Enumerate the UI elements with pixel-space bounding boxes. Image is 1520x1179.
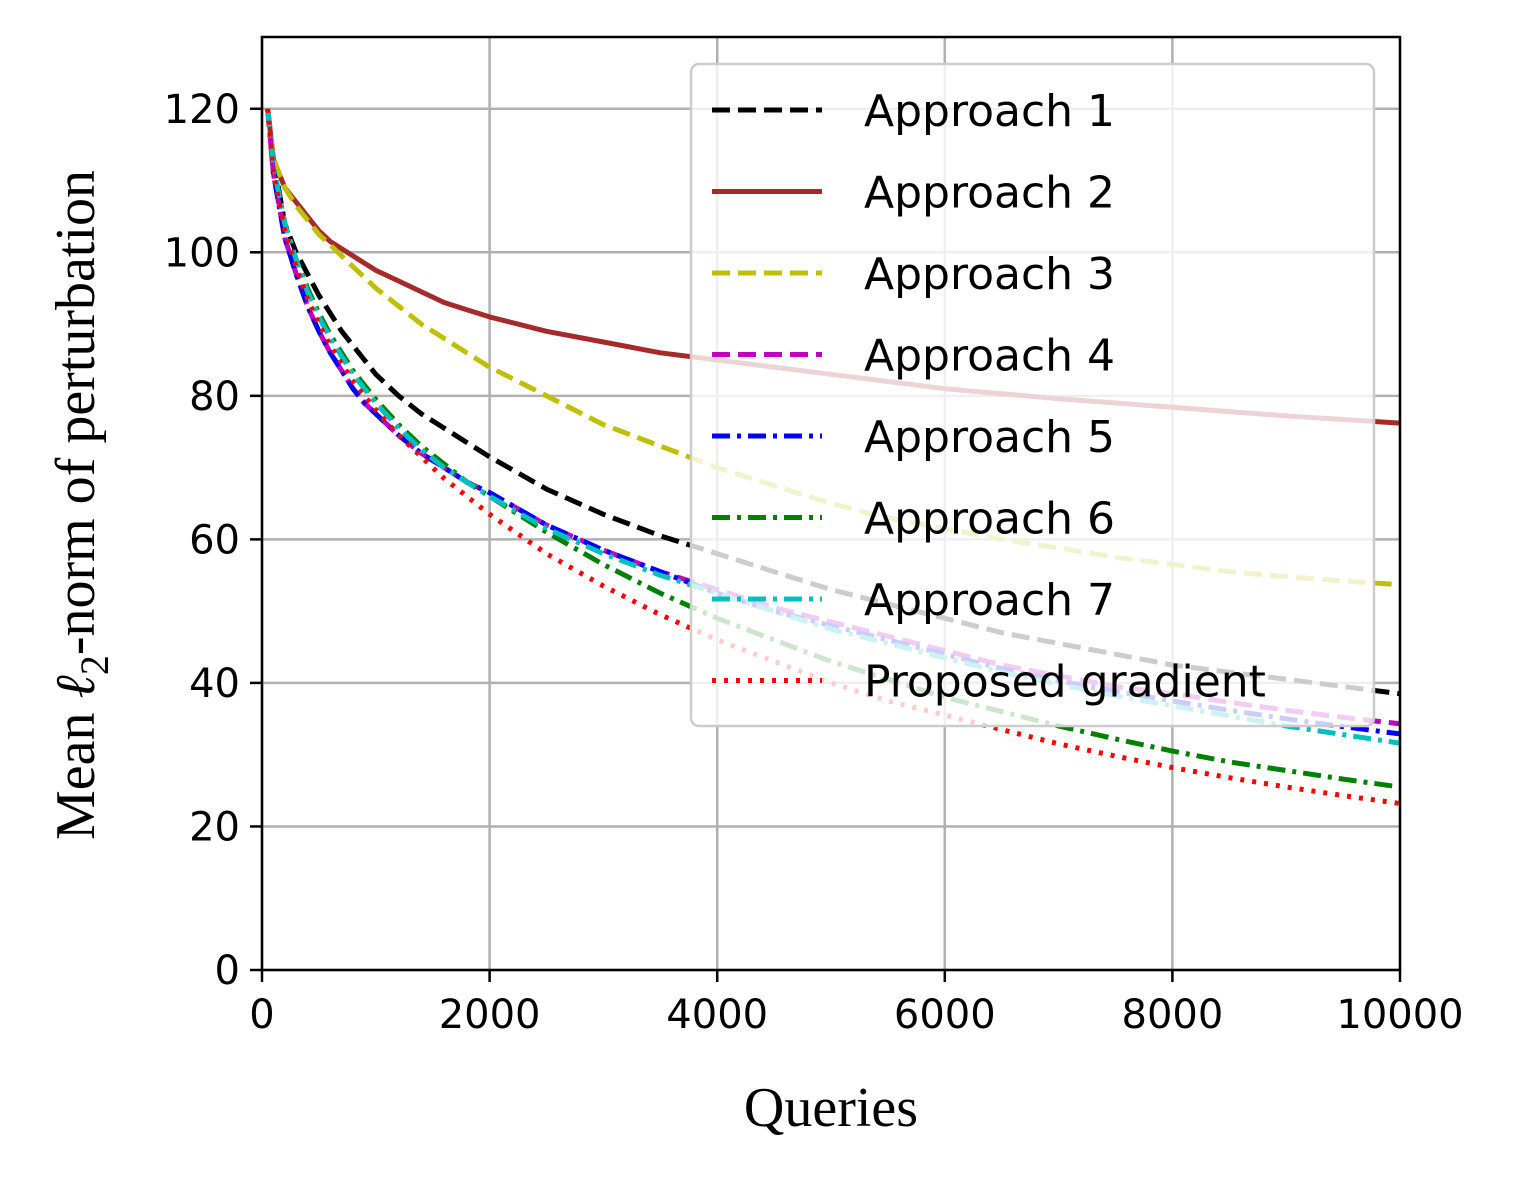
y-tick-label: 0 (215, 948, 240, 994)
y-tick-label: 60 (189, 517, 240, 563)
legend-label-approach-1: Approach 1 (864, 86, 1115, 137)
legend-label-approach-7: Approach 7 (864, 575, 1115, 626)
axis-ticks: 0 2000 4000 6000 8000 10000 0 20 40 60 80 100 120 (164, 87, 1464, 1038)
legend-label-approach-4: Approach 4 (864, 331, 1115, 382)
y-tick-label: 100 (164, 230, 240, 276)
plot-frame (260, 35, 1402, 972)
y-tick-label: 40 (189, 661, 240, 707)
y-tick-label: 120 (164, 87, 240, 133)
y-axis-title-subscript: 2 (72, 655, 117, 675)
x-axis-title: Queries (744, 1077, 918, 1139)
legend-box (689, 62, 1376, 728)
x-tick-label: 6000 (894, 992, 996, 1038)
x-tick-label: 2000 (439, 992, 541, 1038)
legend-label-approach-5: Approach 5 (864, 412, 1115, 463)
x-tick-label: 10000 (1336, 992, 1463, 1038)
y-axis-title: Mean ℓ2-norm of perturbation (45, 170, 117, 840)
y-axis-title-prefix: Mean (45, 699, 107, 841)
legend-label-approach-6: Approach 6 (864, 494, 1115, 545)
y-axis-title-symbol: ℓ (45, 675, 107, 699)
x-tick-label: 4000 (666, 992, 768, 1038)
y-tick-label: 80 (189, 374, 240, 420)
legend-label-approach-2: Approach 2 (864, 168, 1115, 219)
y-tick-label: 20 (189, 804, 240, 850)
y-axis-title-suffix: -norm of perturbation (45, 170, 107, 655)
legend-label-proposed-gradient: Proposed gradient (864, 657, 1266, 708)
x-tick-label: 0 (249, 992, 274, 1038)
x-tick-label: 8000 (1122, 992, 1224, 1038)
legend: Approach 1 Approach 2 Approach 3 Approach 4… (689, 62, 1376, 728)
legend-label-approach-3: Approach 3 (864, 249, 1115, 300)
legend-entries: Approach 1 Approach 2 Approach 3 Approach 4… (712, 86, 1266, 708)
